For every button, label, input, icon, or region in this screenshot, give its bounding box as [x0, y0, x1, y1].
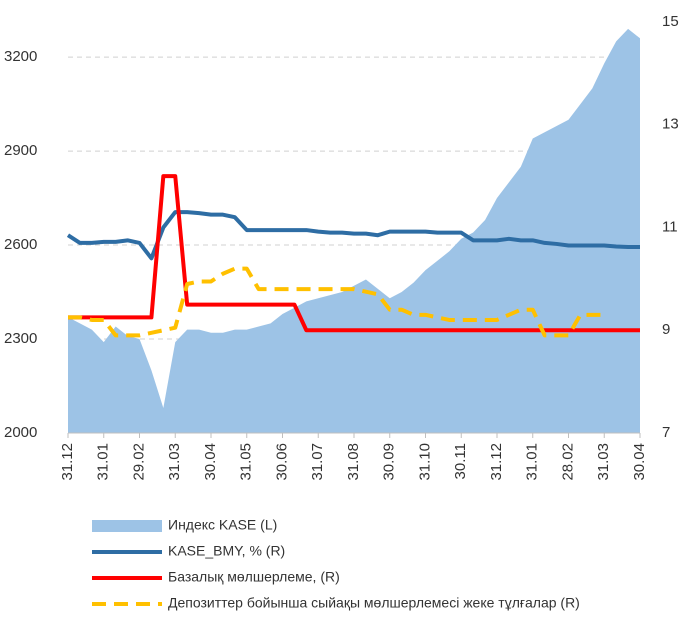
- x-tick-label: 31.03: [166, 443, 183, 481]
- y-tick-label: 2000: [4, 424, 37, 441]
- x-tick-label: 31.03: [595, 443, 612, 481]
- legend-label: Индекс KASE (L): [168, 517, 277, 533]
- y-tick-label: 2900: [4, 142, 37, 159]
- x-tick-label: 31.07: [309, 443, 326, 481]
- x-tick-label: 31.01: [95, 443, 112, 481]
- legend-swatch: [92, 520, 162, 532]
- x-tick-label: 30.11: [452, 443, 469, 479]
- x-tick-label: 31.12: [488, 443, 505, 481]
- legend-label: KASE_BMY, % (R): [168, 543, 285, 559]
- legend-label: Базалық мөлшерлеме, (R): [168, 569, 340, 585]
- x-tick-label: 31.01: [524, 443, 541, 481]
- y2-tick-label: 11: [662, 218, 678, 235]
- x-tick-label: 28.02: [559, 443, 576, 481]
- area: [68, 28, 640, 434]
- line: [68, 174, 640, 333]
- y2-tick-label: 15: [662, 13, 679, 30]
- x-tick-label: 30.04: [631, 443, 648, 481]
- y2-tick-label: 13: [662, 116, 679, 133]
- y-tick-label: 2300: [4, 330, 37, 347]
- x-tick-label: 30.06: [273, 443, 290, 481]
- x-tick-label: 31.10: [416, 443, 433, 481]
- y2-tick-label: 7: [662, 424, 670, 441]
- legend-label: Депозиттер бойынша сыйақы мөлшерлемесі ж…: [168, 595, 580, 611]
- x-tick-label: 31.08: [345, 443, 362, 481]
- y2-tick-label: 9: [662, 321, 670, 338]
- y-tick-label: 2600: [4, 236, 37, 253]
- x-tick-label: 31.12: [59, 443, 76, 481]
- line: [68, 266, 605, 338]
- line: [66, 210, 640, 261]
- x-tick-label: 30.04: [202, 443, 219, 481]
- y-tick-label: 3200: [4, 48, 37, 65]
- x-tick-label: 29.02: [130, 443, 147, 481]
- x-tick-label: 31.05: [238, 443, 255, 481]
- x-tick-label: 30.09: [381, 443, 398, 481]
